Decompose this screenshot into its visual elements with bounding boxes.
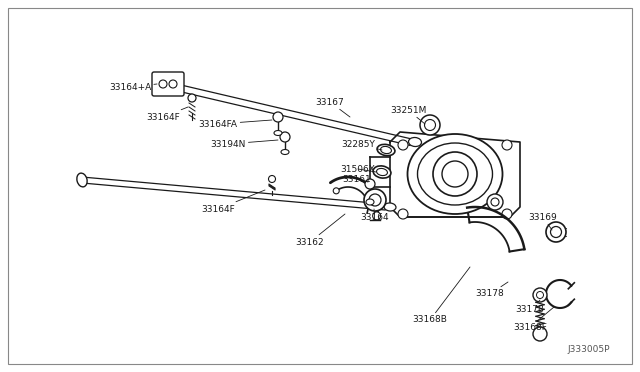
- Text: J333005P: J333005P: [568, 345, 610, 354]
- FancyBboxPatch shape: [152, 72, 184, 96]
- Text: 31506X: 31506X: [340, 164, 376, 173]
- Circle shape: [546, 222, 566, 242]
- Text: 33168F: 33168F: [513, 307, 554, 331]
- Text: 33194N: 33194N: [211, 140, 278, 148]
- Circle shape: [273, 112, 283, 122]
- Circle shape: [372, 212, 381, 220]
- Text: 33162: 33162: [296, 214, 345, 247]
- Circle shape: [442, 161, 468, 187]
- Circle shape: [533, 288, 547, 302]
- Text: 33167: 33167: [316, 97, 350, 117]
- Ellipse shape: [366, 199, 374, 205]
- Circle shape: [333, 188, 339, 194]
- Text: 32285Y: 32285Y: [341, 140, 382, 150]
- Circle shape: [398, 140, 408, 150]
- Text: 33178: 33178: [516, 300, 545, 314]
- Ellipse shape: [376, 169, 387, 176]
- Circle shape: [169, 80, 177, 88]
- Circle shape: [269, 176, 275, 183]
- Ellipse shape: [408, 134, 502, 214]
- Polygon shape: [390, 132, 520, 217]
- Ellipse shape: [384, 203, 396, 211]
- Text: 33164FA: 33164FA: [198, 119, 272, 128]
- Ellipse shape: [373, 166, 391, 178]
- Circle shape: [502, 209, 512, 219]
- Circle shape: [502, 140, 512, 150]
- Text: 33164: 33164: [361, 209, 389, 221]
- Circle shape: [550, 227, 561, 237]
- Circle shape: [536, 292, 543, 298]
- Text: 33164F: 33164F: [201, 190, 265, 214]
- Text: 33164+A: 33164+A: [109, 83, 157, 92]
- Ellipse shape: [408, 138, 422, 147]
- Ellipse shape: [377, 144, 395, 155]
- Ellipse shape: [77, 173, 87, 187]
- Ellipse shape: [281, 150, 289, 154]
- Circle shape: [424, 119, 435, 131]
- Circle shape: [433, 152, 477, 196]
- Ellipse shape: [381, 147, 392, 154]
- Circle shape: [188, 94, 196, 102]
- Text: 33169: 33169: [529, 212, 557, 230]
- Text: 33168B: 33168B: [413, 267, 470, 324]
- Circle shape: [159, 80, 167, 88]
- Ellipse shape: [417, 143, 493, 205]
- Circle shape: [487, 194, 503, 210]
- FancyBboxPatch shape: [8, 8, 632, 364]
- Text: 33164F: 33164F: [146, 107, 188, 122]
- Circle shape: [369, 194, 381, 206]
- Ellipse shape: [274, 131, 282, 135]
- Text: 33251M: 33251M: [390, 106, 426, 124]
- Circle shape: [365, 179, 375, 189]
- Circle shape: [398, 209, 408, 219]
- Circle shape: [491, 198, 499, 206]
- Circle shape: [364, 189, 386, 211]
- Text: 33178: 33178: [476, 282, 508, 298]
- Text: 33161: 33161: [342, 174, 371, 183]
- Circle shape: [533, 327, 547, 341]
- Circle shape: [280, 132, 290, 142]
- Circle shape: [420, 115, 440, 135]
